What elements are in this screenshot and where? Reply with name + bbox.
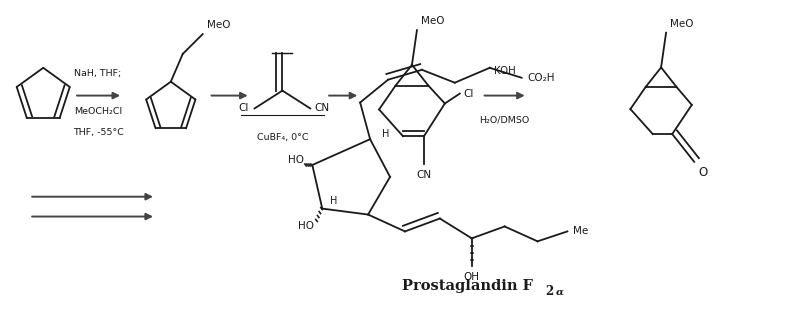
- Text: CO₂H: CO₂H: [527, 73, 555, 83]
- Text: O: O: [698, 166, 707, 179]
- Text: α: α: [555, 287, 563, 296]
- Text: KOH: KOH: [494, 66, 515, 76]
- Text: Prostaglandin F: Prostaglandin F: [402, 279, 534, 293]
- Text: THF, -55°C: THF, -55°C: [73, 128, 123, 137]
- Text: MeO: MeO: [206, 20, 230, 30]
- Text: H: H: [382, 129, 390, 139]
- Text: Me: Me: [574, 227, 589, 236]
- Text: MeO: MeO: [421, 16, 445, 26]
- Text: MeO: MeO: [670, 19, 694, 29]
- Text: 2: 2: [546, 285, 554, 298]
- Text: Cl: Cl: [464, 89, 474, 98]
- Text: MeOCH₂Cl: MeOCH₂Cl: [74, 108, 122, 116]
- Text: Cl: Cl: [238, 103, 249, 113]
- Text: CuBF₄, 0°C: CuBF₄, 0°C: [257, 133, 308, 142]
- Text: H: H: [330, 196, 338, 206]
- Text: CN: CN: [314, 103, 330, 113]
- Text: OH: OH: [464, 272, 480, 282]
- Text: H₂O/DMSO: H₂O/DMSO: [479, 115, 530, 124]
- Text: NaH, THF;: NaH, THF;: [74, 69, 122, 78]
- Text: HO: HO: [288, 155, 304, 165]
- Text: CN: CN: [416, 170, 431, 180]
- Text: HO: HO: [298, 221, 314, 231]
